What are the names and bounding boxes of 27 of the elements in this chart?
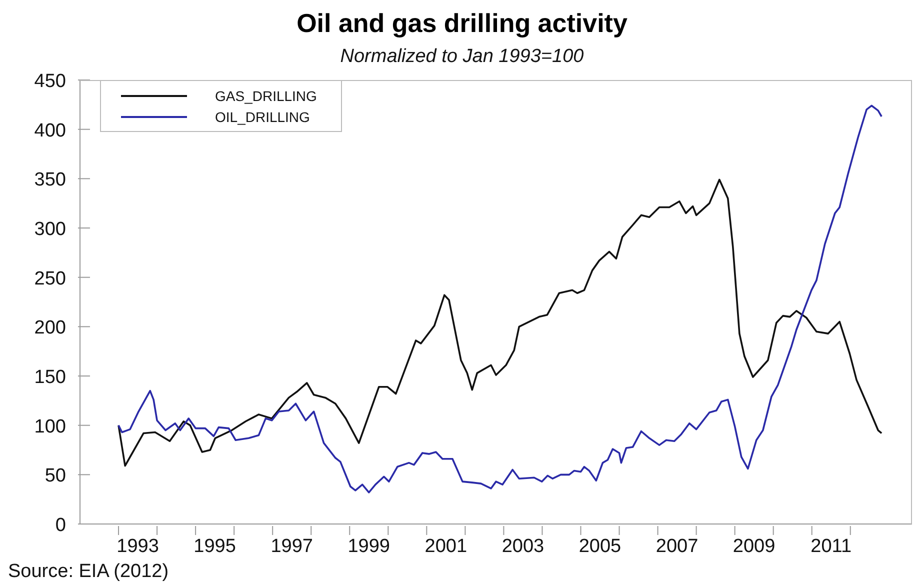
chart-title: Oil and gas drilling activity: [296, 8, 628, 39]
y-tick-label: 200: [34, 318, 66, 339]
x-tick-label: 2001: [424, 536, 468, 557]
x-tick-label: 2009: [732, 536, 776, 557]
x-tick-label: 2005: [578, 536, 622, 557]
y-tick-label: 50: [44, 466, 66, 487]
x-tick-label: 2003: [502, 536, 544, 557]
x-tick-label: 1993: [116, 536, 159, 557]
y-tick-label: 300: [34, 219, 66, 240]
y-tick-label: 450: [34, 71, 66, 92]
y-tick-label: 100: [34, 416, 66, 438]
y-tick-label: 400: [34, 120, 66, 142]
legend-label: OIL_DRILLING: [215, 108, 310, 124]
line-series: [118, 178, 882, 467]
y-tick-label: 0: [55, 515, 66, 536]
x-tick-label: 1999: [348, 536, 390, 557]
legend-label: GAS_DRILLING: [215, 88, 317, 104]
chart-subtitle: Normalized to Jan 1993=100: [339, 46, 585, 68]
x-tick-label: 2007: [656, 536, 698, 557]
x-tick-label: 1997: [270, 536, 313, 557]
x-tick-label: 1995: [194, 536, 236, 557]
y-tick-label: 350: [34, 170, 66, 191]
line-series: [118, 104, 882, 494]
y-tick-label: 150: [34, 367, 66, 388]
source-note: Source: EIA (2012): [8, 561, 169, 583]
y-tick-label: 250: [34, 268, 66, 290]
x-tick-label: 2011: [810, 536, 852, 557]
